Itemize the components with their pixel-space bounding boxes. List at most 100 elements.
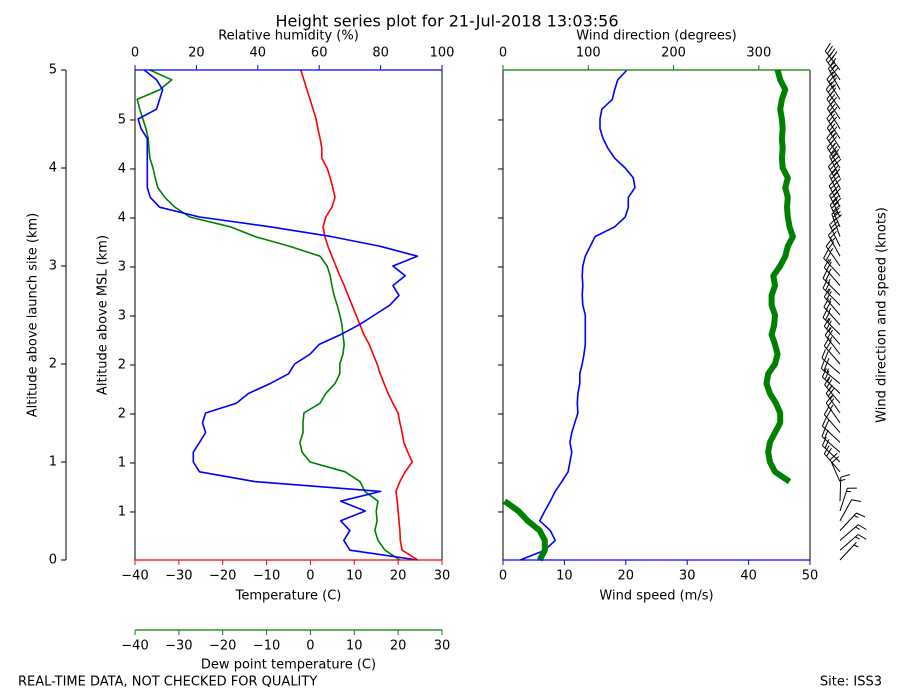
wind-barb [825, 81, 841, 110]
x-tick-label: 50 [802, 569, 819, 584]
x-tick-label: 40 [740, 569, 757, 584]
x-tick-label: −40 [121, 569, 148, 584]
axis-title: Wind direction and speed (knots) [875, 207, 890, 423]
x-tick-label: 20 [618, 569, 635, 584]
x-tick-label: −30 [165, 639, 192, 654]
y-tick-label: 4 [118, 161, 126, 176]
footer-note: REAL-TIME DATA, NOT CHECKED FOR QUALITY [18, 675, 317, 690]
profile-line [300, 69, 419, 561]
wind-barb [822, 308, 841, 335]
wind-barb [827, 61, 841, 90]
wind-barb [839, 524, 867, 541]
y-tick-label: 1 [118, 504, 126, 519]
x-tick-label: 20 [390, 569, 407, 584]
y-tick-label: 1 [118, 455, 126, 470]
x-tick-label: 80 [372, 46, 389, 61]
wind-barb [820, 359, 841, 384]
wind-barb [821, 368, 841, 394]
wind-barb [831, 207, 842, 237]
y-tick-label: 3 [118, 308, 126, 323]
x-tick-label: −20 [209, 569, 236, 584]
wind-barb [828, 178, 841, 208]
axis-title: Altitude above launch site (km) [26, 213, 41, 417]
x-tick-label: 10 [346, 639, 363, 654]
y-tick-label: 5 [118, 112, 126, 127]
wind-barb [823, 288, 841, 316]
wind-barb [823, 298, 841, 326]
wind-barb [839, 487, 857, 512]
wind-barb [822, 279, 841, 306]
x-tick-label: −20 [209, 639, 236, 654]
wind-barb [824, 42, 841, 71]
wind-barb [824, 327, 841, 355]
axis-title: Wind direction (degrees) [576, 29, 736, 44]
profile-line [502, 69, 796, 562]
wind-barb [829, 217, 841, 247]
x-tick-label: −10 [253, 569, 280, 584]
x-tick-label: 0 [306, 569, 314, 584]
axis-title: Dew point temperature (C) [201, 658, 376, 673]
wind-barb [829, 168, 842, 198]
y-tick-label: 2 [118, 357, 126, 372]
x-tick-label: 20 [390, 639, 407, 654]
wind-barb [839, 499, 861, 522]
wind-barb [821, 427, 841, 453]
x-tick-label: 30 [434, 639, 451, 654]
wind-barb [827, 227, 841, 257]
wind-barb [829, 198, 841, 228]
wind-barb [839, 534, 867, 551]
wind-barb [839, 474, 851, 502]
y-tick-label: 2 [49, 357, 57, 372]
wind-barb [823, 337, 841, 365]
site-label: Site: ISS3 [820, 675, 882, 690]
x-tick-label: 30 [679, 569, 696, 584]
y-tick-label: 3 [118, 259, 126, 274]
profile-line [137, 69, 419, 561]
wind-barb [822, 269, 841, 296]
x-tick-label: 10 [346, 569, 363, 584]
x-tick-label: 100 [576, 46, 601, 61]
x-tick-label: 0 [131, 46, 139, 61]
wind-barb [821, 436, 841, 463]
wind-barb [823, 249, 841, 277]
wind-barb [823, 317, 841, 345]
x-tick-label: −10 [253, 639, 280, 654]
y-tick-label: 0 [49, 553, 57, 568]
axis-title: Altitude above MSL (km) [96, 235, 111, 395]
profile-line [136, 69, 401, 561]
x-tick-label: 10 [556, 569, 573, 584]
wind-barb [827, 159, 841, 188]
x-tick-label: 0 [499, 46, 507, 61]
wind-barb [825, 238, 841, 267]
wind-barb [825, 395, 841, 424]
x-tick-label: 30 [434, 569, 451, 584]
x-tick-label: −30 [165, 569, 192, 584]
wind-barb [821, 417, 841, 443]
x-tick-label: 0 [306, 639, 314, 654]
axis-title: Relative humidity (%) [218, 29, 359, 44]
y-tick-label: 4 [49, 161, 57, 176]
x-tick-label: 60 [311, 46, 328, 61]
wind-barb [826, 110, 841, 139]
profile-line [519, 69, 636, 561]
y-tick-label: 3 [49, 259, 57, 274]
wind-barb [823, 406, 841, 433]
wind-barb [839, 512, 866, 531]
y-tick-label: 1 [49, 455, 57, 470]
y-tick-label: 4 [118, 210, 126, 225]
x-tick-label: 0 [499, 569, 507, 584]
wind-barb [821, 349, 841, 375]
wind-barb [823, 259, 841, 286]
x-tick-label: 200 [661, 46, 686, 61]
wind-barb [839, 542, 859, 561]
y-tick-label: 5 [49, 63, 57, 78]
x-tick-label: 40 [250, 46, 267, 61]
x-tick-label: −40 [121, 639, 148, 654]
x-tick-label: 300 [746, 46, 771, 61]
x-tick-label: 20 [188, 46, 205, 61]
wind-barb [826, 71, 841, 100]
y-tick-label: 2 [118, 406, 126, 421]
wind-barb [829, 149, 842, 179]
axis-title: Temperature (C) [235, 589, 342, 604]
